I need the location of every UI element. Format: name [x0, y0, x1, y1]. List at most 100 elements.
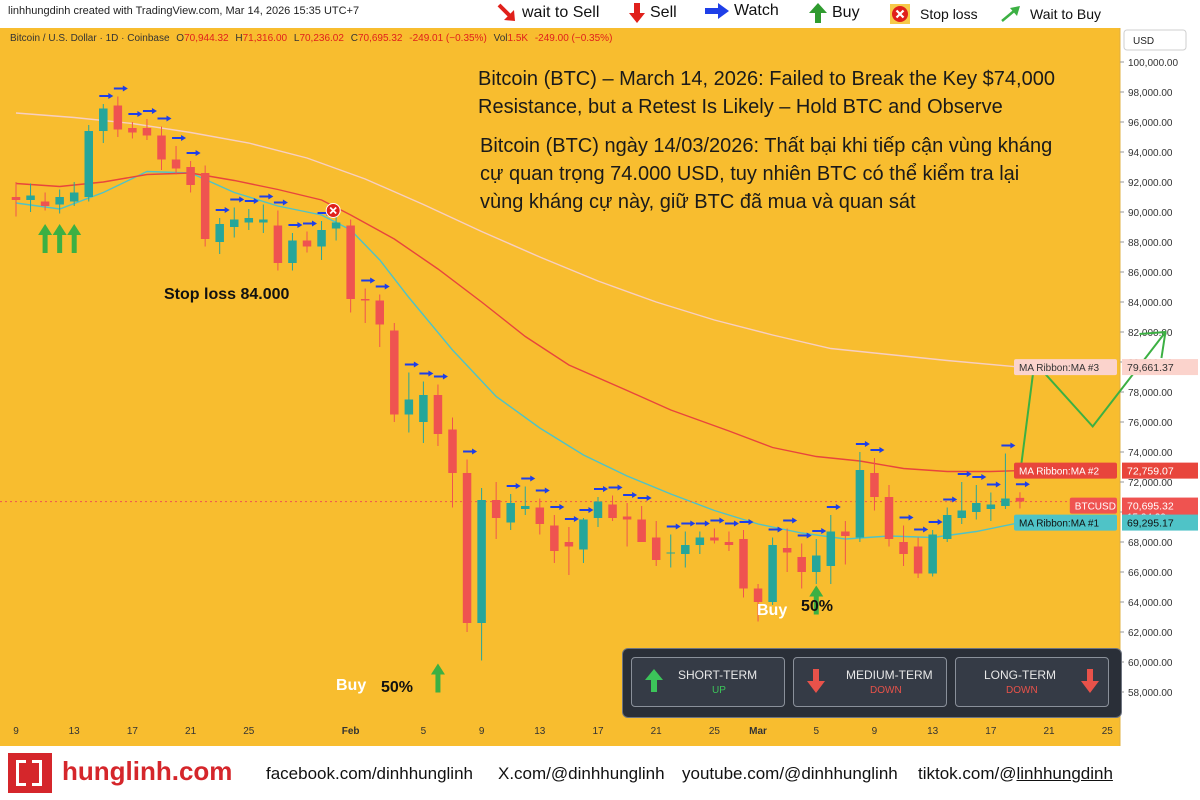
candle-body-down: [608, 504, 617, 518]
price-chart[interactable]: 58,000.00 60,000.00 62,000.00 64,000.00 66,0…: [0, 28, 1200, 746]
watch-arrow-head: [253, 198, 259, 204]
y-tick-label: 62,000.00: [1128, 628, 1173, 639]
tiktok-link[interactable]: tiktok.com/@linhhungdinh: [918, 764, 1113, 783]
watch-arrow-head: [282, 199, 288, 206]
title-en-line-1: Bitcoin (BTC) – March 14, 2026: Failed t…: [478, 68, 1055, 90]
facebook-link[interactable]: facebook.com/dinhhunglinh: [266, 764, 473, 783]
candle-body-up: [317, 230, 326, 247]
candle-body-up: [972, 503, 981, 512]
x-tick-label: 9: [872, 726, 878, 737]
watch-arrow-head: [821, 528, 827, 534]
diagonal-up-arrow-icon: [1001, 6, 1020, 22]
candle-body-up: [99, 108, 108, 131]
x-tick-label: 21: [651, 726, 663, 737]
watch-arrow-head: [312, 220, 317, 227]
x-tick-label: 13: [534, 726, 546, 737]
price-tag-name-bg: [1014, 359, 1117, 376]
candle-body-down: [899, 542, 908, 554]
open-value: 70,944.32: [184, 33, 229, 44]
legend-sell: Sell: [628, 2, 677, 24]
chart-pane-background: [0, 28, 1120, 746]
candle-body-up: [244, 218, 254, 223]
price-tag-name: MA Ribbon:MA #1: [1019, 519, 1099, 530]
price-tag-name-bg: [1069, 497, 1117, 514]
footer: hunglinh.com facebook.com/dinhhunglinh X…: [0, 746, 1200, 800]
trend-card-short-term: SHORT-TERM UP: [631, 657, 785, 707]
buy-arrow-head: [430, 663, 445, 675]
candle-body-down: [637, 519, 646, 542]
trend-direction: UP: [712, 685, 726, 696]
price-tag-name: MA Ribbon:MA #3: [1019, 363, 1099, 374]
buy-arrow-head: [809, 585, 824, 597]
y-tick-label: 98,000.00: [1128, 88, 1173, 99]
high-label: H: [235, 33, 242, 44]
price-tag-value-bg: [1122, 359, 1198, 376]
legend-buy: Buy: [808, 2, 860, 24]
candle-body-up: [26, 195, 35, 200]
legend-label: Watch: [734, 2, 779, 19]
watch-arrow-head: [544, 487, 550, 494]
y-tick-label: 60,000.00: [1128, 658, 1173, 669]
youtube-link[interactable]: youtube.com/@dinhhunglinh: [682, 764, 898, 783]
price-tag-value: 70,695.32: [1127, 501, 1174, 513]
x-tick-label: 25: [709, 726, 721, 737]
candle-body-down: [113, 105, 123, 130]
candle-body-up: [55, 197, 64, 205]
candle-body-up: [666, 552, 675, 554]
watch-arrow-head: [995, 481, 1001, 488]
watch-arrow-head: [559, 504, 565, 510]
title-vietnamese: Bitcoin (BTC) ngày 14/03/2026: Thất bại …: [480, 135, 1058, 213]
candle-body-up: [768, 545, 777, 602]
legend-label: wait to Sell: [522, 4, 600, 21]
candle-body-down: [550, 525, 559, 551]
right-arrow-icon: [705, 3, 729, 19]
watch-arrow-head: [472, 448, 478, 455]
watch-arrow-head: [879, 447, 885, 453]
trend-card-medium-term: MEDIUM-TERM DOWN: [793, 657, 947, 707]
y-tick-label: 86,000.00: [1128, 268, 1173, 279]
watch-arrow-head: [530, 475, 536, 482]
watch-arrow-head: [297, 222, 303, 228]
candle-body-down: [273, 225, 283, 263]
x-tick-label: 21: [185, 726, 197, 737]
x-tick-label: 17: [985, 726, 997, 737]
x-link[interactable]: X.com/@dinhhunglinh: [498, 764, 665, 783]
site-name: hunglinh.com: [62, 756, 233, 786]
currency-button[interactable]: [1123, 29, 1187, 51]
candle-body-down: [535, 507, 545, 524]
low-label: L: [294, 33, 300, 44]
watch-arrow-head: [632, 492, 638, 498]
trend-name: MEDIUM-TERM: [846, 668, 933, 682]
watch-arrow-head: [1024, 481, 1030, 488]
chart-area[interactable]: 58,000.00 60,000.00 62,000.00 64,000.00 66,0…: [0, 28, 1200, 746]
watch-arrow-head: [777, 526, 783, 533]
y-tick-label: 68,000.00: [1128, 538, 1173, 549]
candle-body-up: [331, 222, 341, 229]
buy-arrow-icon: [71, 233, 77, 253]
buy-annotation-2: Buy: [757, 602, 787, 619]
legend-label: Sell: [650, 4, 677, 21]
watch-arrow-head: [908, 514, 914, 521]
y-tick-label: 66,000.00: [1128, 568, 1173, 579]
candle-body-down: [564, 542, 574, 547]
candle-body-down: [841, 531, 850, 536]
x-tick-label: 21: [1043, 726, 1055, 737]
buy-arrow-icon: [813, 594, 819, 615]
x-tick-label: 13: [927, 726, 939, 737]
candle-body-up: [477, 500, 486, 623]
price-tag-name-bg: [1014, 514, 1117, 531]
watch-arrow-head: [181, 135, 187, 141]
candle-body-down: [433, 395, 443, 434]
watch-arrow-head: [937, 519, 943, 525]
candle-body-up: [579, 519, 588, 550]
watch-arrow-head: [195, 150, 201, 156]
watch-arrow-head: [428, 370, 434, 377]
candle-body-down: [200, 173, 210, 239]
price-axis-background: [1120, 28, 1200, 746]
watch-arrow-head: [573, 516, 579, 522]
candle-body-up: [84, 131, 93, 197]
x-tick-label: 25: [243, 726, 255, 737]
watch-arrow-head: [864, 441, 870, 447]
candle-body-down: [11, 197, 21, 200]
close-value: 70,695.32: [358, 33, 403, 44]
